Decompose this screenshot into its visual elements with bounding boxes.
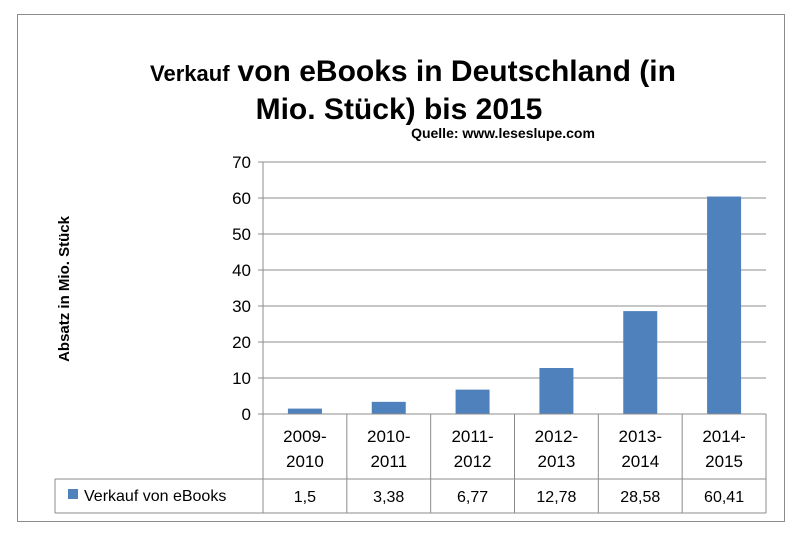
y-tick-label-1: 10 (232, 369, 251, 388)
legend-swatch (68, 489, 78, 499)
value-label-1: 3,38 (373, 489, 404, 506)
y-tick-label-5: 50 (232, 225, 251, 244)
category-label-5-line1: 2014- (702, 427, 745, 446)
category-label-5-line2: 2015 (705, 452, 743, 471)
category-label-4-line2: 2014 (621, 452, 659, 471)
value-label-5: 60,41 (704, 489, 744, 506)
category-label-3-line1: 2012- (535, 427, 578, 446)
chart-title-line2: Mio. Stück) bis 2015 (256, 93, 543, 126)
value-label-0: 1,5 (294, 489, 316, 506)
y-tick-label-7: 70 (232, 153, 251, 172)
value-label-3: 12,78 (536, 489, 576, 506)
bar-1 (371, 401, 406, 414)
chart-title-line1: Verkauf von eBooks in Deutschland (in (150, 55, 676, 88)
category-label-2-line1: 2011- (451, 427, 493, 446)
y-tick-label-0: 0 (242, 405, 251, 424)
y-tick-label-2: 20 (232, 333, 251, 352)
y-tick-label-3: 30 (232, 297, 251, 316)
value-label-4: 28,58 (620, 489, 660, 506)
category-label-0-line2: 2010 (286, 452, 324, 471)
category-label-1-line1: 2010- (367, 427, 410, 446)
value-label-2: 6,77 (457, 489, 488, 506)
y-tick-label-4: 40 (232, 261, 251, 280)
category-label-0-line1: 2009- (283, 427, 326, 446)
category-label-2-line2: 2012 (454, 452, 492, 471)
chart-source: Quelle: www.leseslupe.com (411, 125, 595, 141)
y-tick-label-6: 60 (232, 189, 251, 208)
y-tick-labels: 0 10 20 30 40 50 60 70 (232, 153, 251, 424)
bar-4 (623, 311, 658, 414)
data-table: 2009- 2010 1,5 2010- 2011 3,38 2011- 2012 6,77 20… (54, 413, 767, 514)
bars (287, 196, 742, 414)
bar-2 (455, 389, 490, 414)
legend-label: Verkauf von eBooks (84, 488, 226, 505)
chart-frame: Verkauf von eBooks in Deutschland (in Mio… (17, 14, 785, 522)
bar-3 (539, 367, 574, 414)
category-label-4-line1: 2013- (619, 427, 662, 446)
category-label-3-line2: 2013 (538, 452, 576, 471)
bar-0 (287, 408, 322, 414)
gridlines (258, 161, 766, 415)
category-label-1-line2: 2011 (370, 452, 407, 471)
bar-5 (707, 196, 742, 414)
y-axis-label: Absatz in Mio. Stück (56, 215, 73, 362)
